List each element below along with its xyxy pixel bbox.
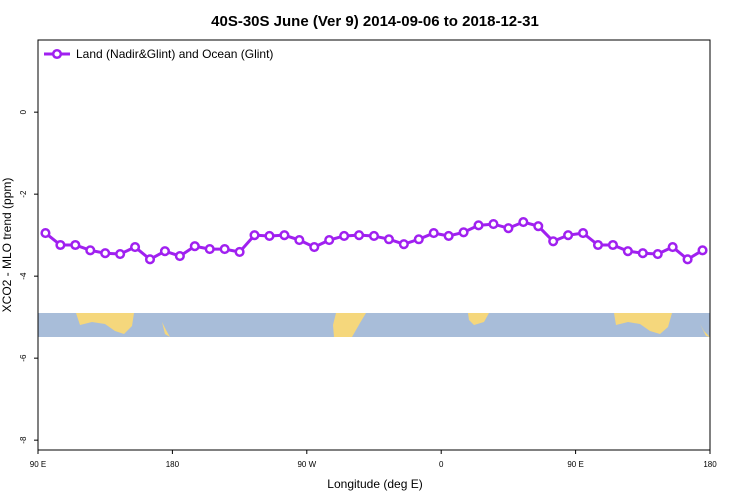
point xyxy=(368,230,380,242)
chart-title: 40S-30S June (Ver 9) 2014-09-06 to 2018-… xyxy=(211,13,539,30)
point xyxy=(159,246,170,257)
y-tick-label: -4 xyxy=(19,272,28,280)
point xyxy=(234,246,245,258)
y-axis-label: XCO2 - MLO trend (ppm) xyxy=(0,178,14,313)
map-strip xyxy=(38,313,710,337)
point xyxy=(548,236,559,247)
point xyxy=(473,220,484,231)
y-tick-label: -8 xyxy=(19,436,28,444)
point xyxy=(249,230,260,241)
point xyxy=(667,242,678,253)
point xyxy=(697,245,708,256)
point xyxy=(428,228,439,239)
point xyxy=(219,244,230,255)
point xyxy=(398,239,409,250)
point xyxy=(622,246,633,257)
point xyxy=(55,239,66,251)
point xyxy=(637,248,648,259)
point xyxy=(503,223,514,234)
point xyxy=(443,230,454,242)
point xyxy=(607,239,618,251)
point xyxy=(144,254,156,265)
point xyxy=(324,235,335,246)
legend-label: Land (Nadir&Glint) and Ocean (Glint) xyxy=(76,47,273,61)
point xyxy=(70,239,81,251)
y-tick-label: -6 xyxy=(19,354,28,362)
point xyxy=(174,251,185,262)
plot-frame xyxy=(37,39,711,451)
point xyxy=(339,230,350,242)
point xyxy=(309,242,320,253)
point xyxy=(85,245,96,256)
point xyxy=(652,248,663,260)
point xyxy=(204,244,215,255)
point xyxy=(115,248,126,260)
point xyxy=(682,254,693,265)
point xyxy=(279,230,290,241)
x-tick-label: 180 xyxy=(166,460,180,469)
x-tick-label: 90 E xyxy=(567,460,583,469)
point xyxy=(458,227,469,238)
point xyxy=(40,228,51,239)
point xyxy=(563,230,574,241)
x-axis-label: Longitude (deg E) xyxy=(327,477,422,491)
point xyxy=(189,241,200,252)
point xyxy=(488,219,499,230)
point xyxy=(413,234,424,245)
legend-marker xyxy=(51,48,63,60)
x-tick-label: 180 xyxy=(703,460,717,469)
y-tick-label: 0 xyxy=(19,109,28,114)
point xyxy=(100,248,111,259)
point xyxy=(354,230,365,241)
point xyxy=(518,216,529,228)
point xyxy=(592,239,604,251)
point xyxy=(264,230,275,242)
y-tick-label: -2 xyxy=(19,190,28,198)
point xyxy=(294,235,305,246)
point xyxy=(130,242,141,253)
x-tick-label: 90 E xyxy=(30,460,46,469)
x-tick-label: 90 W xyxy=(297,460,316,469)
point xyxy=(533,221,544,232)
point xyxy=(578,228,589,239)
point xyxy=(383,234,394,245)
x-tick-label: 0 xyxy=(439,460,444,469)
